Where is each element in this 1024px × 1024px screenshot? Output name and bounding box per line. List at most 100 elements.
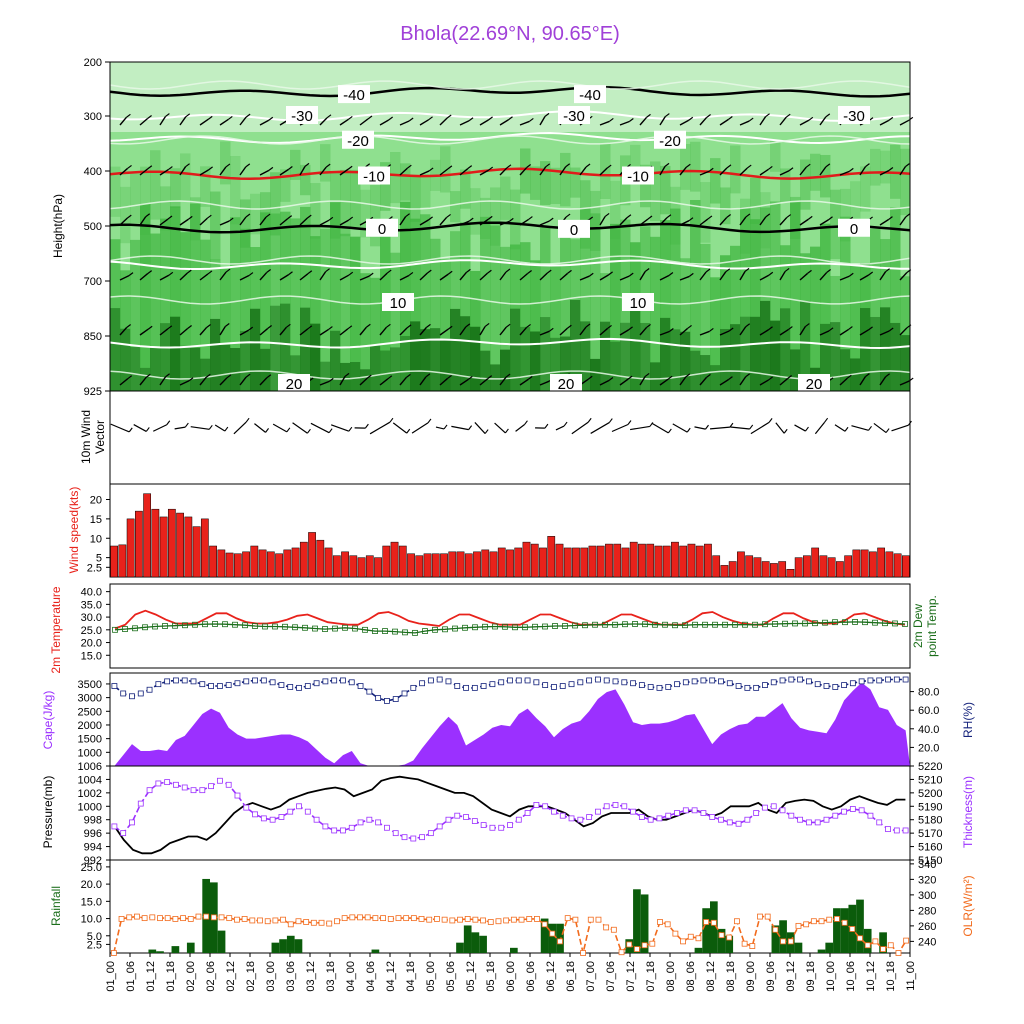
rh-marker — [832, 684, 839, 690]
shading-column-dark — [710, 365, 721, 391]
shading-column-dark — [410, 321, 421, 391]
wind-speed-bar — [118, 544, 127, 578]
wind-barb-flag — [288, 271, 293, 276]
wind-speed-bar — [547, 536, 556, 578]
wind-speed-bar — [621, 547, 630, 578]
olr-marker — [480, 917, 486, 924]
x-tick-label: 08_18 — [725, 961, 737, 992]
shading-column — [490, 225, 501, 391]
wind-barb — [451, 425, 469, 431]
y-axis-label-right: RH(%) — [961, 702, 975, 738]
y-tick-label: 925 — [84, 386, 102, 398]
wind-speed-bar — [431, 553, 440, 578]
wind-barb-flag — [366, 374, 372, 379]
shading-column-dark — [230, 348, 241, 391]
rh-marker — [744, 684, 751, 691]
thickness-marker — [234, 792, 241, 799]
rh-marker — [111, 683, 118, 689]
wind-barb — [794, 424, 806, 432]
wind-barb-flag — [364, 423, 369, 429]
rh-marker — [348, 679, 355, 686]
rh-marker — [726, 680, 733, 687]
shading-column — [500, 246, 511, 391]
wind-barb — [279, 326, 287, 336]
shading-column-dark — [890, 322, 901, 391]
wind-barb — [499, 376, 507, 386]
olr-marker — [557, 938, 563, 945]
shading-column-mid — [270, 172, 281, 236]
wind-barb — [891, 424, 909, 432]
wind-barb — [851, 425, 869, 431]
wind-barb-flag — [245, 163, 251, 168]
wind-barb — [779, 217, 788, 226]
olr-marker — [287, 921, 294, 928]
wind-barb — [519, 218, 529, 226]
wind-speed-bar — [316, 539, 325, 578]
rh-marker — [260, 677, 267, 684]
wind-barb-flag — [585, 163, 591, 168]
wind-barb — [439, 168, 449, 176]
shading-column — [530, 260, 541, 391]
rh-marker — [287, 684, 294, 690]
wind-barb — [834, 424, 846, 432]
thickness-marker — [296, 803, 302, 810]
wind-speed-bar — [415, 555, 424, 578]
x-tick-label: 09_18 — [805, 961, 817, 992]
wind-barb-flag — [825, 113, 831, 118]
wind-barb — [699, 117, 708, 126]
shading-column-mid — [650, 161, 661, 222]
rh-marker — [568, 681, 575, 688]
wind-barb — [339, 219, 350, 226]
shading-column-mid — [120, 186, 131, 244]
wind-barb-flag — [545, 163, 551, 168]
shading-column — [680, 258, 691, 391]
y-axis-label-right: Thickness(m) — [961, 776, 975, 848]
dewpoint-marker — [752, 621, 758, 628]
wind-barb-flag — [347, 115, 353, 120]
wind-barb-flag — [627, 420, 632, 425]
shading-column-mid — [330, 172, 341, 239]
wind-barb — [571, 421, 589, 435]
wind-barb — [639, 218, 649, 226]
dewpoint-marker — [322, 626, 328, 632]
wind-speed-bar — [225, 552, 234, 578]
shading-column-mid — [370, 185, 381, 247]
x-tick-label: 10_12 — [865, 961, 877, 992]
wind-barb — [419, 272, 428, 281]
wind-barb-flag — [865, 163, 870, 168]
shading-column-mid — [410, 175, 421, 222]
olr-marker — [857, 935, 863, 942]
y-tick-label-right: 5190 — [918, 801, 942, 813]
dewpoint-marker — [772, 621, 778, 627]
shading-column-dark — [130, 347, 141, 391]
dewpoint-line — [114, 621, 906, 634]
wind-barb — [651, 422, 669, 434]
shading-column-dark — [650, 362, 661, 391]
wind-barb — [599, 379, 610, 386]
thickness-marker — [735, 820, 742, 827]
wind-barb — [179, 327, 189, 336]
dewpoint-marker — [592, 621, 598, 628]
thickness-marker — [823, 816, 830, 823]
rainfall-bar — [863, 928, 872, 953]
wind-barb-flag — [127, 375, 133, 380]
rh-marker — [797, 676, 804, 683]
olr-marker — [803, 921, 810, 928]
wind-barb — [139, 117, 149, 126]
olr-marker — [395, 915, 402, 922]
wind-barb-flag — [504, 428, 509, 434]
olr-marker — [526, 916, 533, 922]
wind-speed-bar — [440, 553, 448, 578]
wind-barb — [539, 166, 547, 176]
wind-barb — [219, 377, 228, 386]
thickness-marker — [797, 816, 804, 823]
shading-column-mid — [850, 181, 861, 235]
olr-marker — [864, 942, 871, 949]
wind-barb — [879, 119, 890, 126]
olr-marker — [595, 916, 602, 923]
olr-marker — [257, 917, 263, 924]
wind-barb — [559, 272, 568, 281]
wind-speed-bar — [563, 547, 572, 578]
thickness-marker — [436, 823, 443, 830]
rh-marker — [313, 680, 320, 687]
